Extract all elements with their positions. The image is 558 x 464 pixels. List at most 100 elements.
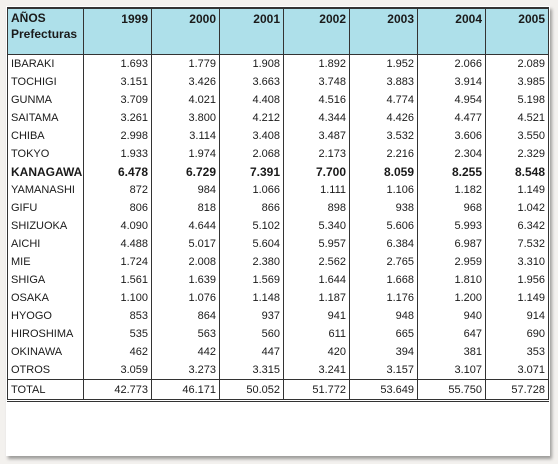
value-cell: 2.959 (417, 253, 486, 271)
value-cell: 853 (83, 307, 152, 325)
prefecture-name: HIROSHIMA (7, 325, 84, 343)
value-cell: 2.380 (219, 253, 284, 271)
value-cell: 665 (349, 325, 418, 343)
total-cell: 53.649 (349, 379, 418, 402)
value-cell: 2.304 (417, 145, 486, 163)
prefecture-name: HYOGO (7, 307, 84, 325)
value-cell: 6.342 (485, 217, 549, 235)
value-cell: 3.663 (219, 73, 284, 91)
table-row: GUNMA 3.709 4.021 4.408 4.516 4.774 4.954 5.198 (7, 91, 549, 109)
value-cell: 2.066 (417, 54, 486, 73)
value-cell: 6.384 (349, 235, 418, 253)
value-cell: 3.310 (485, 253, 549, 271)
value-cell: 864 (151, 307, 220, 325)
value-cell: 984 (151, 181, 220, 199)
total-label: TOTAL (7, 379, 84, 402)
value-cell: 2.998 (83, 127, 152, 145)
value-cell: 1.106 (349, 181, 418, 199)
prefecture-name: SHIGA (7, 271, 84, 289)
year-header: 2004 (417, 7, 486, 55)
value-cell: 3.606 (417, 127, 486, 145)
value-cell: 872 (83, 181, 152, 199)
corner-header-cell: AÑOS Prefecturas (7, 7, 84, 55)
value-cell: 1.182 (417, 181, 486, 199)
value-cell: 4.954 (417, 91, 486, 109)
value-cell: 3.241 (283, 361, 350, 380)
value-cell: 6.478 (83, 163, 152, 181)
value-cell: 3.157 (349, 361, 418, 380)
value-cell: 8.059 (349, 163, 418, 181)
prefecture-name: IBARAKI (7, 54, 84, 73)
document-sheet: AÑOS Prefecturas 1999 2000 2001 2002 200… (6, 6, 550, 456)
value-cell: 2.329 (485, 145, 549, 163)
total-cell: 51.772 (283, 379, 350, 402)
value-cell: 1.149 (485, 181, 549, 199)
value-cell: 2.089 (485, 54, 549, 73)
value-cell: 914 (485, 307, 549, 325)
value-cell: 2.562 (283, 253, 350, 271)
table-row: OKINAWA 462 442 447 420 394 381 353 (7, 343, 549, 361)
table-row: KANAGAWA 6.478 6.729 7.391 7.700 8.059 8.255 8.… (7, 163, 549, 181)
value-cell: 560 (219, 325, 284, 343)
value-cell: 3.059 (83, 361, 152, 380)
value-cell: 4.426 (349, 109, 418, 127)
prefecture-name: KANAGAWA (7, 163, 84, 181)
value-cell: 1.933 (83, 145, 152, 163)
value-cell: 1.111 (283, 181, 350, 199)
value-cell: 1.644 (283, 271, 350, 289)
value-cell: 647 (417, 325, 486, 343)
value-cell: 7.532 (485, 235, 549, 253)
value-cell: 3.914 (417, 73, 486, 91)
value-cell: 2.008 (151, 253, 220, 271)
value-cell: 938 (349, 199, 418, 217)
table-row: SAITAMA 3.261 3.800 4.212 4.344 4.426 4.477 4.5… (7, 109, 549, 127)
value-cell: 3.532 (349, 127, 418, 145)
table-row: OSAKA 1.100 1.076 1.148 1.187 1.176 1.200 1.149 (7, 289, 549, 307)
year-header: 2002 (283, 7, 350, 55)
value-cell: 394 (349, 343, 418, 361)
value-cell: 1.561 (83, 271, 152, 289)
value-cell: 3.800 (151, 109, 220, 127)
value-cell: 1.952 (349, 54, 418, 73)
value-cell: 2.173 (283, 145, 350, 163)
value-cell: 3.107 (417, 361, 486, 380)
value-cell: 5.604 (219, 235, 284, 253)
value-cell: 4.521 (485, 109, 549, 127)
total-cell: 42.773 (83, 379, 152, 402)
value-cell: 3.550 (485, 127, 549, 145)
prefecture-name: SHIZUOKA (7, 217, 84, 235)
value-cell: 1.200 (417, 289, 486, 307)
value-cell: 420 (283, 343, 350, 361)
value-cell: 1.042 (485, 199, 549, 217)
value-cell: 1.892 (283, 54, 350, 73)
value-cell: 3.261 (83, 109, 152, 127)
value-cell: 806 (83, 199, 152, 217)
value-cell: 3.071 (485, 361, 549, 380)
value-cell: 4.644 (151, 217, 220, 235)
value-cell: 462 (83, 343, 152, 361)
table-row: TOCHIGI 3.151 3.426 3.663 3.748 3.883 3.914 3.9… (7, 73, 549, 91)
value-cell: 1.187 (283, 289, 350, 307)
value-cell: 7.700 (283, 163, 350, 181)
prefectures-corner-label: Prefecturas (11, 27, 78, 41)
value-cell: 2.216 (349, 145, 418, 163)
value-cell: 690 (485, 325, 549, 343)
value-cell: 1.974 (151, 145, 220, 163)
value-cell: 1.149 (485, 289, 549, 307)
table-row: IBARAKI 1.693 1.779 1.908 1.892 1.952 2.066 2.0… (7, 54, 549, 73)
year-header: 2000 (151, 7, 220, 55)
value-cell: 4.344 (283, 109, 350, 127)
value-cell: 4.774 (349, 91, 418, 109)
value-cell: 3.315 (219, 361, 284, 380)
value-cell: 4.090 (83, 217, 152, 235)
value-cell: 3.487 (283, 127, 350, 145)
value-cell: 5.340 (283, 217, 350, 235)
value-cell: 442 (151, 343, 220, 361)
value-cell: 563 (151, 325, 220, 343)
value-cell: 3.748 (283, 73, 350, 91)
year-header: 1999 (83, 7, 152, 55)
prefecture-name: GIFU (7, 199, 84, 217)
value-cell: 5.606 (349, 217, 418, 235)
value-cell: 611 (283, 325, 350, 343)
prefecture-name: YAMANASHI (7, 181, 84, 199)
